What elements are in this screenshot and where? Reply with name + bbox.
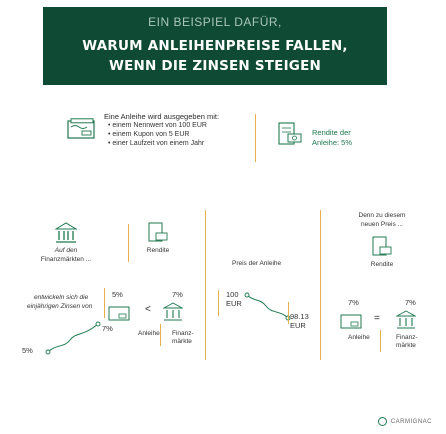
divider-left-top bbox=[128, 224, 129, 262]
yield-label-line2: Anleihe: 5% bbox=[312, 138, 353, 147]
chart-from-label: 5% bbox=[22, 346, 33, 355]
pct-5-label: 5% bbox=[112, 290, 123, 299]
intro-bullet-3: • einer Laufzeit von einem Jahr bbox=[108, 140, 205, 147]
yield-document-icon bbox=[278, 122, 302, 145]
result-caption-line2: neuen Preis ... bbox=[361, 221, 403, 228]
left-caption-line2: Finanzmärkten ... bbox=[40, 256, 92, 263]
divider-price bbox=[218, 290, 219, 316]
bank-icon-result bbox=[396, 310, 416, 329]
brand-name: CARMIGNAC bbox=[390, 419, 432, 426]
divider-labels bbox=[160, 324, 161, 346]
bank-icon-small bbox=[163, 302, 183, 321]
brand-mark-icon bbox=[377, 417, 387, 426]
kicker: EIN BEISPIEL DAFÜR, bbox=[148, 15, 282, 29]
center-caption: Rendite bbox=[146, 247, 170, 254]
pct-7-label: 7% bbox=[172, 290, 183, 299]
intro-bullet-1: • einem Nennwert von 100 EUR bbox=[108, 122, 207, 129]
price-from-unit: EUR bbox=[226, 299, 242, 308]
bond-certificate-icon-result bbox=[340, 314, 362, 329]
divider-result-labels bbox=[380, 330, 381, 352]
result-label-anleihe: Anleihe bbox=[348, 334, 370, 341]
develop-line1: entwickeln sich die bbox=[34, 294, 89, 301]
intro-bullet-2: • einem Kupon von 5 EUR bbox=[108, 131, 190, 138]
result-rendite: Rendite bbox=[370, 261, 394, 268]
divider-develop bbox=[104, 288, 105, 318]
result-caption-line1: Denn zu diesem bbox=[358, 212, 406, 219]
price-caption: Preis der Anleihe bbox=[232, 260, 282, 267]
result-pct-left: 7% bbox=[348, 298, 359, 307]
bond-certificate-icon-small bbox=[108, 306, 130, 321]
yield-document-icon-2 bbox=[148, 222, 168, 242]
bank-icon bbox=[55, 222, 77, 243]
result-label-maerkte: märkte bbox=[396, 342, 416, 349]
falling-price-chart bbox=[244, 292, 291, 321]
title-line-1: WARUM ANLEIHENPREISE FALLEN, bbox=[82, 38, 348, 54]
result-pct-right: 7% bbox=[405, 298, 416, 307]
intro-heading: Eine Anleihe wird ausgegeben mit: bbox=[104, 112, 220, 121]
yield-label-line1: Rendite der bbox=[312, 128, 351, 137]
rising-rate-chart bbox=[45, 321, 101, 355]
result-label-finanz: Finanz- bbox=[396, 334, 418, 341]
label-maerkte: märkte bbox=[172, 338, 192, 345]
less-than-sign: < bbox=[145, 304, 151, 315]
divider-price-2 bbox=[288, 302, 289, 324]
price-to-unit: EUR bbox=[290, 321, 306, 330]
price-from-value: 100 bbox=[226, 290, 239, 299]
equals-sign: = bbox=[374, 313, 380, 324]
develop-line2: einjährigen Zinsen von bbox=[27, 303, 93, 310]
label-anleihe: Anleihe bbox=[138, 330, 160, 337]
price-to-value: 98.13 bbox=[290, 312, 309, 321]
label-finanz: Finanz- bbox=[172, 330, 194, 337]
divider-right bbox=[320, 210, 321, 360]
chart-to-label: 7% bbox=[102, 324, 113, 333]
left-caption-line1: Auf den bbox=[54, 247, 78, 254]
yield-document-icon-3 bbox=[372, 236, 392, 256]
brand-logo: CARMIGNAC bbox=[377, 417, 432, 426]
divider-intro bbox=[255, 114, 256, 162]
header-banner: EIN BEISPIEL DAFÜR, WARUM ANLEIHENPREISE… bbox=[43, 7, 387, 85]
divider-center bbox=[205, 210, 206, 360]
bond-certificate-icon bbox=[67, 118, 95, 139]
title-line-2: WENN DIE ZINSEN STEIGEN bbox=[109, 58, 321, 74]
